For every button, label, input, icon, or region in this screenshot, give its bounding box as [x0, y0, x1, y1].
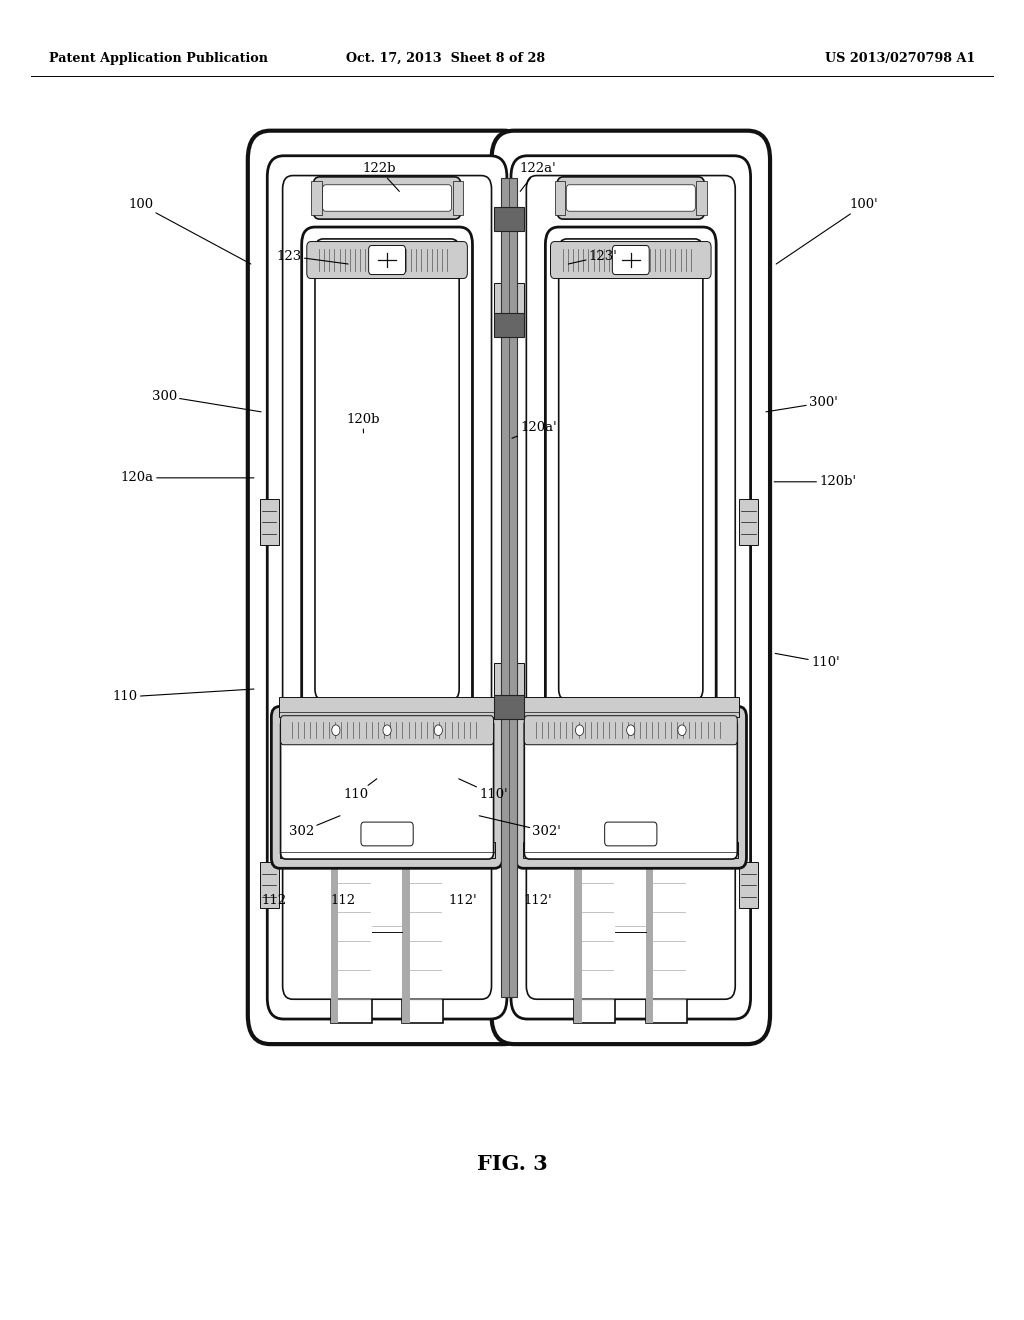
Text: 300': 300' — [766, 396, 838, 412]
Circle shape — [383, 725, 391, 735]
FancyBboxPatch shape — [267, 156, 507, 1019]
Text: 110: 110 — [343, 779, 377, 801]
Circle shape — [332, 725, 340, 735]
FancyBboxPatch shape — [302, 227, 472, 714]
Text: 120b: 120b — [346, 413, 380, 433]
Bar — [453, 181, 463, 215]
Text: 112': 112' — [449, 894, 477, 907]
Text: FIG. 3: FIG. 3 — [476, 1154, 548, 1175]
FancyBboxPatch shape — [559, 239, 702, 700]
Circle shape — [627, 725, 635, 735]
FancyBboxPatch shape — [248, 131, 526, 1044]
FancyBboxPatch shape — [526, 176, 735, 999]
Bar — [494, 207, 524, 231]
Circle shape — [434, 725, 442, 735]
Bar — [696, 181, 707, 215]
Bar — [331, 858, 372, 1023]
Bar — [494, 696, 524, 719]
Text: US 2013/0270798 A1: US 2013/0270798 A1 — [824, 53, 975, 65]
Text: 120b': 120b' — [774, 475, 856, 488]
Text: 110: 110 — [113, 689, 254, 704]
FancyBboxPatch shape — [604, 822, 657, 846]
Text: 120a': 120a' — [512, 421, 557, 438]
Text: 300: 300 — [152, 389, 261, 412]
Bar — [311, 181, 322, 215]
Bar — [574, 858, 615, 1023]
Bar — [739, 862, 758, 908]
Bar — [555, 181, 565, 215]
Bar — [402, 858, 443, 1023]
Bar — [646, 858, 653, 1023]
Bar — [280, 842, 495, 858]
Text: 122b: 122b — [362, 162, 399, 191]
Text: 122a': 122a' — [519, 162, 556, 191]
FancyBboxPatch shape — [551, 242, 711, 279]
FancyBboxPatch shape — [524, 715, 737, 744]
Text: Oct. 17, 2013  Sheet 8 of 28: Oct. 17, 2013 Sheet 8 of 28 — [346, 53, 545, 65]
Bar — [279, 697, 496, 717]
Bar — [494, 284, 510, 326]
Bar — [494, 313, 524, 337]
Bar — [508, 664, 524, 706]
Text: 302': 302' — [479, 816, 561, 838]
Text: 302: 302 — [289, 816, 340, 838]
FancyBboxPatch shape — [360, 822, 413, 846]
Text: 100': 100' — [776, 198, 879, 264]
Bar — [402, 858, 410, 1023]
Bar — [260, 862, 279, 908]
FancyBboxPatch shape — [492, 131, 770, 1044]
FancyBboxPatch shape — [612, 246, 649, 275]
FancyBboxPatch shape — [281, 718, 494, 859]
FancyBboxPatch shape — [271, 706, 503, 869]
FancyBboxPatch shape — [283, 176, 492, 999]
Bar — [501, 178, 517, 997]
Text: 112: 112 — [331, 894, 355, 907]
Bar — [508, 284, 524, 326]
FancyBboxPatch shape — [313, 177, 461, 219]
FancyBboxPatch shape — [566, 185, 695, 211]
FancyBboxPatch shape — [281, 715, 494, 744]
FancyBboxPatch shape — [315, 239, 459, 700]
Text: 123': 123' — [568, 249, 617, 264]
Text: 112: 112 — [262, 894, 287, 907]
Text: 112': 112' — [523, 894, 552, 907]
Text: 110': 110' — [459, 779, 508, 801]
FancyBboxPatch shape — [307, 242, 467, 279]
Text: 120a: 120a — [121, 471, 254, 484]
Bar — [646, 858, 687, 1023]
FancyBboxPatch shape — [369, 246, 406, 275]
FancyBboxPatch shape — [323, 185, 452, 211]
Bar — [260, 499, 279, 545]
Bar — [522, 697, 739, 717]
FancyBboxPatch shape — [515, 706, 746, 869]
Text: 123: 123 — [276, 249, 348, 264]
Text: Patent Application Publication: Patent Application Publication — [49, 53, 268, 65]
Bar — [331, 858, 338, 1023]
Bar — [494, 664, 510, 706]
Bar — [523, 842, 738, 858]
FancyBboxPatch shape — [557, 177, 705, 219]
Bar — [739, 499, 758, 545]
FancyBboxPatch shape — [546, 227, 716, 714]
Text: 100: 100 — [128, 198, 251, 264]
Text: 110': 110' — [775, 653, 840, 669]
FancyBboxPatch shape — [511, 156, 751, 1019]
Bar — [574, 858, 582, 1023]
Circle shape — [575, 725, 584, 735]
FancyBboxPatch shape — [524, 718, 737, 859]
Circle shape — [678, 725, 686, 735]
